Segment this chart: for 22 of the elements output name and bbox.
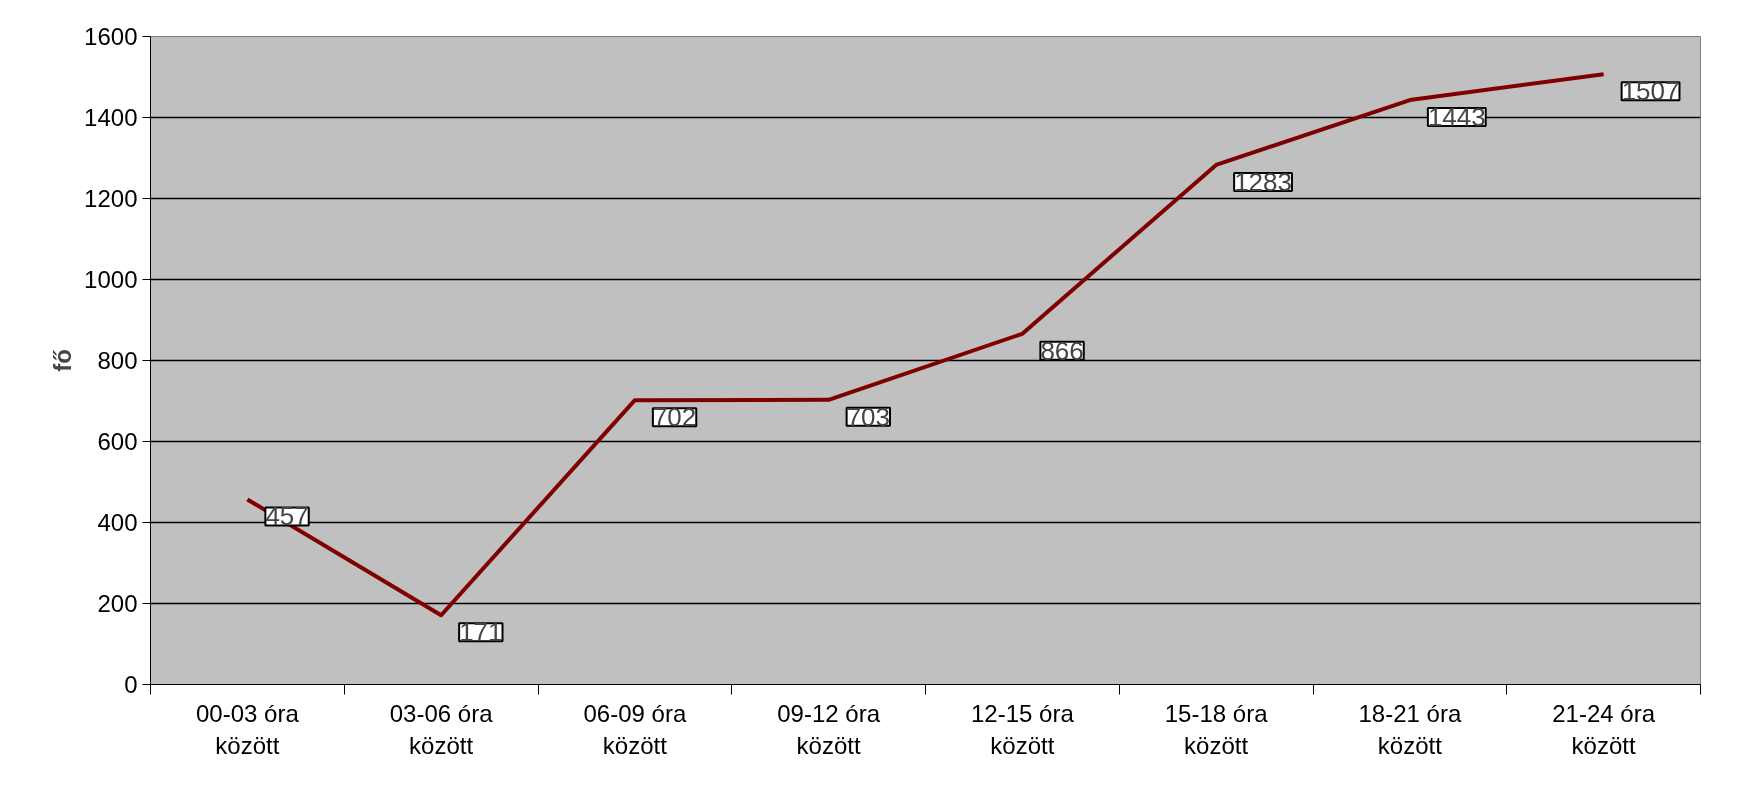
y-tick-label: 1400 [84,104,138,131]
y-tick-label: 200 [97,590,138,617]
x-tick-label: 03-06 óra között [389,699,494,759]
data-label: 1283 [1234,166,1292,197]
x-tick-label: 21-24 óra között [1552,699,1656,759]
y-tick-label: 800 [97,347,138,374]
x-tick-label: 06-09 óra között [583,699,687,759]
data-label: 457 [265,501,309,532]
x-tick-label: 09-12 óra között [777,699,881,759]
line-series [245,72,1606,618]
y-tick-label: 400 [97,509,138,536]
x-tick-label: 15-18 óra között [1164,699,1269,759]
data-label: 1443 [1427,102,1486,133]
y-axis-title: fő [49,349,77,372]
y-tick-label: 600 [97,428,138,455]
y-tick-label: 1000 [84,266,138,293]
x-tick-label: 00-03 óra között [196,699,300,759]
x-tick-label: 12-15 óra között [971,699,1075,759]
y-tick-label: 1200 [84,185,138,212]
y-tick-label: 0 [124,671,138,698]
x-tick-label: 18-21 óra között [1358,699,1462,759]
y-tick-label: 1600 [84,23,138,50]
